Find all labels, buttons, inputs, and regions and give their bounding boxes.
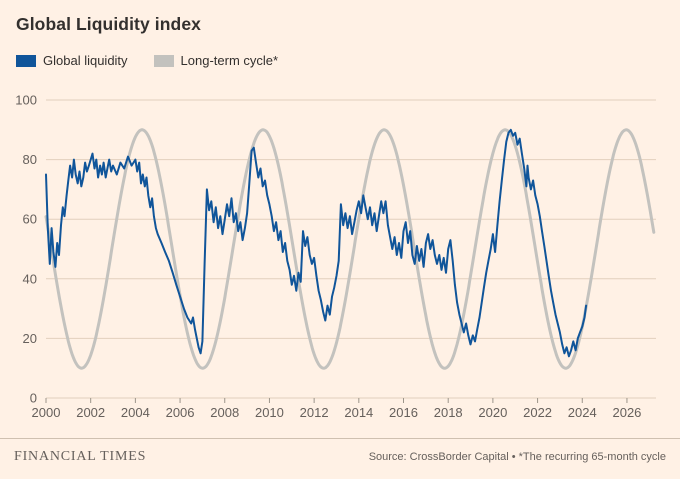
chart-title: Global Liquidity index: [16, 14, 201, 34]
svg-text:2024: 2024: [568, 405, 597, 420]
svg-text:0: 0: [30, 391, 37, 406]
legend-item-long-term-cycle: Long-term cycle*: [153, 53, 279, 68]
legend-item-global-liquidity: Global liquidity: [16, 53, 128, 68]
svg-text:2000: 2000: [32, 405, 61, 420]
svg-text:2010: 2010: [255, 405, 284, 420]
svg-text:2018: 2018: [434, 405, 463, 420]
svg-text:2006: 2006: [166, 405, 195, 420]
legend-swatch-global-liquidity: [16, 54, 36, 67]
svg-text:2016: 2016: [389, 405, 418, 420]
chart-svg: 0 20 40 60 80 100 2000 2002 2004 2006 2008 2010 2012…: [15, 93, 656, 420]
svg-text:2004: 2004: [121, 405, 150, 420]
svg-text:2014: 2014: [344, 405, 373, 420]
source-text: Source: CrossBorder Capital • *The recur…: [368, 451, 666, 463]
chart-area: 0 20 40 60 80 100 2000 2002 2004 2006 2008 2010 2012…: [12, 78, 668, 424]
svg-text:2012: 2012: [300, 405, 329, 420]
legend-label-long-term-cycle: Long-term cycle*: [180, 53, 279, 68]
svg-text:2026: 2026: [612, 405, 641, 420]
svg-text:40: 40: [23, 271, 37, 286]
legend: Global liquidity Long-term cycle*: [16, 53, 668, 68]
svg-text:80: 80: [23, 152, 37, 167]
svg-text:60: 60: [23, 212, 37, 227]
legend-swatch-long-term-cycle: [153, 54, 174, 67]
ft-logo-text: FINANCIAL TIMES: [14, 449, 147, 464]
svg-text:2008: 2008: [210, 405, 239, 420]
legend-label-global-liquidity: Global liquidity: [43, 53, 128, 68]
footer: FINANCIAL TIMES Source: CrossBorder Capi…: [0, 438, 680, 479]
svg-text:2020: 2020: [478, 405, 507, 420]
svg-text:2022: 2022: [523, 405, 552, 420]
svg-text:100: 100: [15, 93, 37, 108]
svg-text:20: 20: [23, 331, 37, 346]
svg-text:2002: 2002: [76, 405, 105, 420]
